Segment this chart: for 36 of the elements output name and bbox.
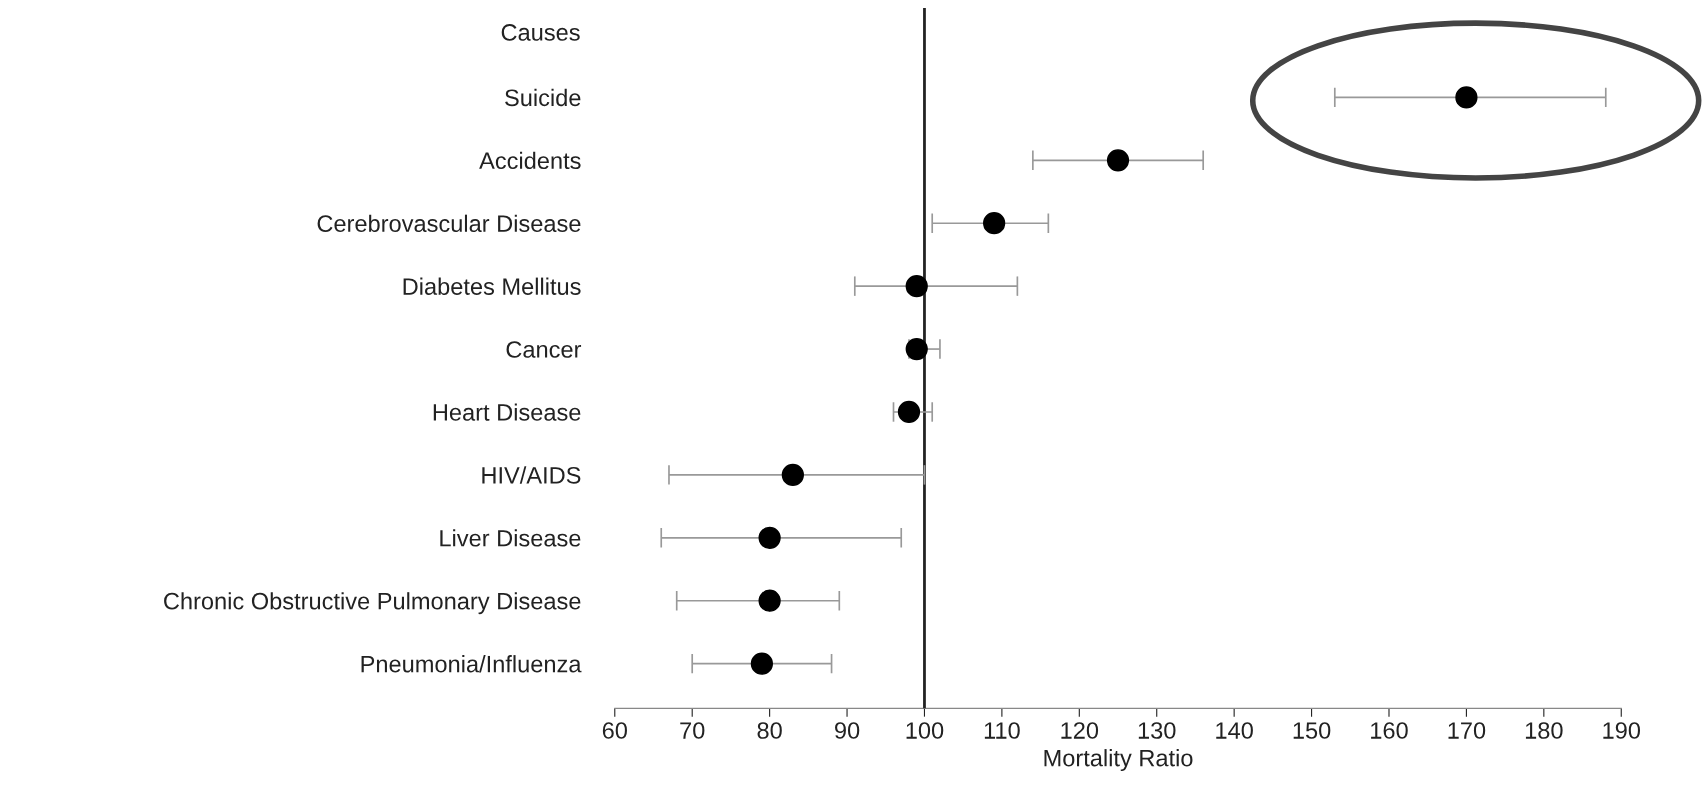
x-tick-label: 130: [1138, 722, 1176, 739]
point: [758, 526, 781, 549]
y-tick-label: Suicide: [505, 88, 581, 107]
y-tick-label: Diabetes Mellitus: [403, 277, 581, 295]
x-tick-label: 160: [1371, 722, 1408, 739]
y-tick-label: Heart Disease: [433, 403, 581, 421]
x-tick-label: 150: [1293, 722, 1331, 739]
x-tick-label: 100: [906, 722, 944, 739]
x-tick-label: 70: [680, 722, 705, 739]
y-tick-label: Accidents: [479, 151, 581, 170]
x-tick-label: 140: [1216, 722, 1253, 739]
x-tick-label: 170: [1448, 722, 1486, 739]
point: [750, 652, 773, 675]
x-tick-label: 60: [602, 722, 627, 739]
x-tick-label: 190: [1603, 722, 1641, 739]
y-tick-label: Cerebrovascular Disease: [317, 214, 581, 233]
point: [781, 463, 804, 487]
y-tick-label: Chronic Obstructive Pulmonary Disease: [164, 592, 581, 615]
y-tick-label: Cancer: [506, 341, 582, 358]
x-axis-title: Mortality Ratio: [1044, 749, 1193, 772]
point: [897, 400, 921, 424]
x-tick-label: 180: [1525, 722, 1563, 739]
point: [905, 275, 928, 298]
x-tick-label: 120: [1061, 722, 1099, 739]
point: [758, 589, 781, 612]
y-tick-label: Liver Disease: [440, 529, 581, 547]
point: [905, 337, 928, 361]
x-tick-label: 110: [984, 722, 1020, 739]
x-tick-label: 90: [835, 722, 860, 739]
y-axis-title: Causes: [501, 24, 580, 41]
point: [1106, 149, 1130, 172]
point: [983, 212, 1006, 235]
x-tick-label: 80: [757, 722, 782, 739]
y-tick-label: HIV/AIDS: [482, 466, 581, 484]
y-tick-label: Pneumonia/Influenza: [361, 655, 582, 673]
point: [1455, 86, 1478, 109]
